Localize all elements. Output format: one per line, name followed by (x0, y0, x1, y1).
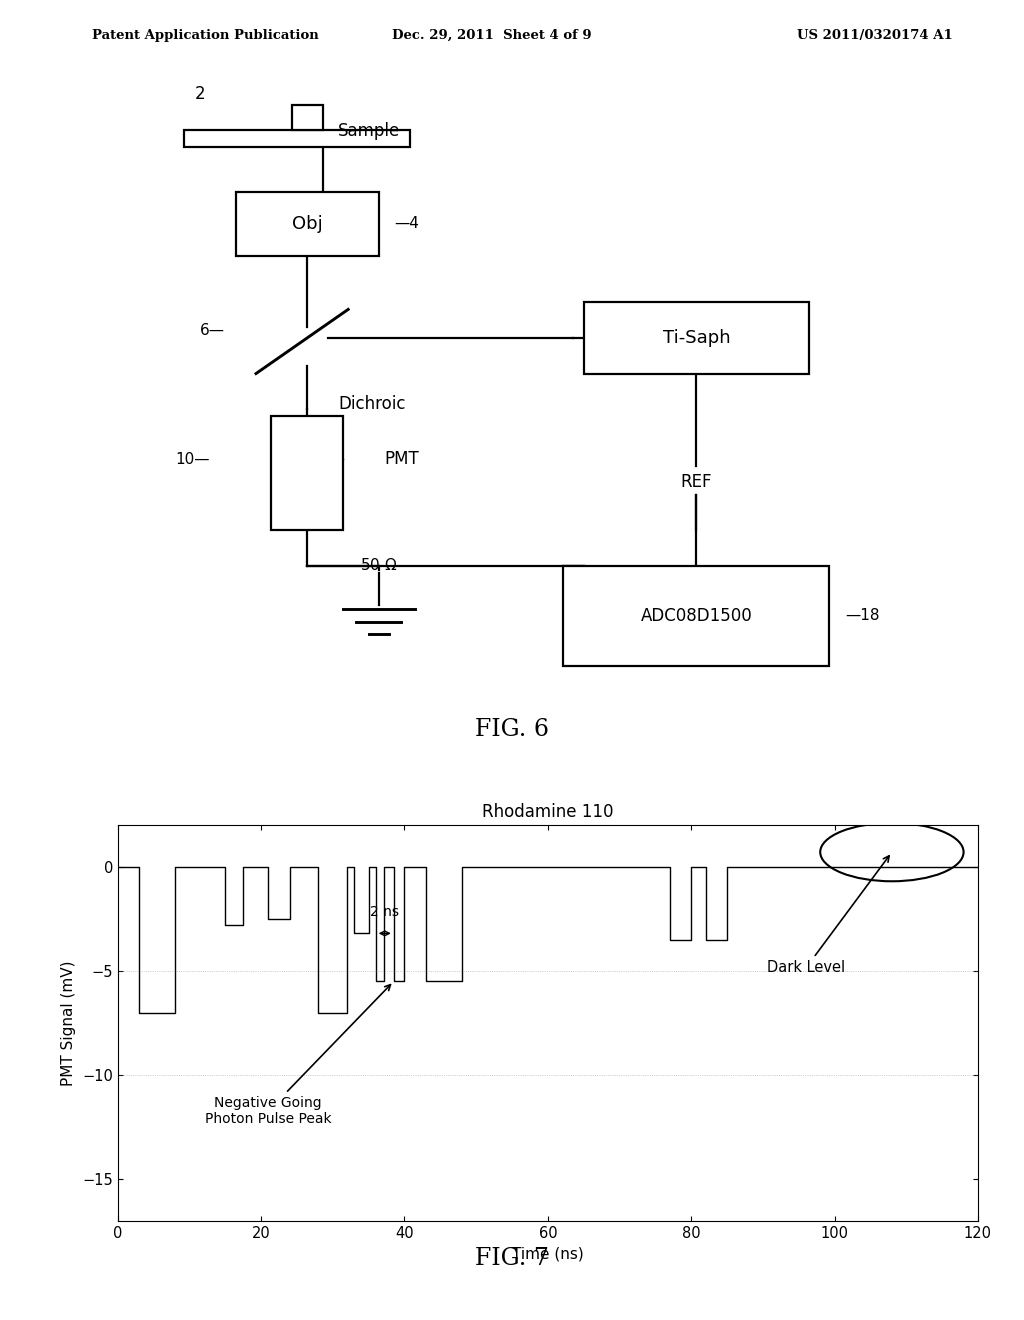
Text: Dec. 29, 2011  Sheet 4 of 9: Dec. 29, 2011 Sheet 4 of 9 (392, 29, 591, 42)
Y-axis label: PMT Signal (mV): PMT Signal (mV) (61, 960, 77, 1086)
Bar (184, 129, 410, 147)
Text: Sample: Sample (338, 123, 400, 140)
Text: Negative Going
Photon Pulse Peak: Negative Going Photon Pulse Peak (205, 985, 390, 1126)
Text: Dark Level: Dark Level (767, 855, 889, 975)
Text: —18: —18 (845, 609, 880, 623)
Text: FIG. 6: FIG. 6 (475, 718, 549, 742)
Text: PMT: PMT (384, 450, 419, 469)
Bar (236, 191, 379, 256)
Text: 2: 2 (195, 84, 205, 103)
Text: 50 $\Omega$: 50 $\Omega$ (360, 557, 397, 573)
Text: Obj: Obj (292, 215, 323, 232)
Text: —4: —4 (394, 216, 419, 231)
Bar (292, 104, 323, 129)
Bar (563, 566, 829, 665)
Text: 2 ns: 2 ns (371, 904, 399, 919)
Title: Rhodamine 110: Rhodamine 110 (482, 803, 613, 821)
Text: Dichroic: Dichroic (338, 395, 406, 413)
Text: REF: REF (681, 474, 712, 491)
Text: US 2011/0320174 A1: US 2011/0320174 A1 (797, 29, 952, 42)
Text: ADC08D1500: ADC08D1500 (640, 607, 753, 624)
Bar (584, 302, 809, 374)
Text: 6—: 6— (201, 323, 225, 338)
Text: Patent Application Publication: Patent Application Publication (92, 29, 318, 42)
Bar (271, 416, 343, 531)
X-axis label: Time (ns): Time (ns) (512, 1246, 584, 1262)
Text: Ti-Saph: Ti-Saph (663, 329, 730, 347)
Text: 10—: 10— (175, 451, 210, 466)
Text: FIG. 7: FIG. 7 (475, 1247, 549, 1270)
